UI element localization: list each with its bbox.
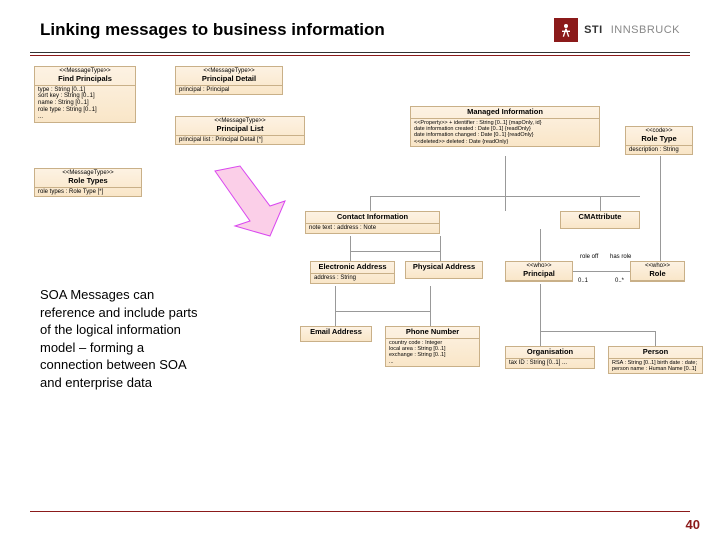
box-organisation: Organisation tax ID : String [0..1] ... — [505, 346, 595, 369]
label-role-off: role off — [580, 254, 598, 260]
logo-icon — [554, 18, 578, 42]
box-electronic-address: Electronic Address address : String — [310, 261, 395, 284]
logo: STI INNSBRUCK — [554, 18, 680, 42]
logo-text: STI — [584, 24, 603, 36]
box-managed-information: Managed Information <<Property>> + ident… — [410, 106, 600, 147]
page-title: Linking messages to business information — [40, 20, 385, 40]
box-role: <<who>>Role — [630, 261, 685, 282]
box-physical-address: Physical Address — [405, 261, 483, 279]
box-role-types: <<MessageType>>Role Types role types : R… — [34, 168, 142, 197]
diagram-canvas: <<MessageType>>Find Principals type : St… — [0, 56, 720, 486]
logo-subtext: INNSBRUCK — [611, 24, 680, 36]
box-phone-number: Phone Number country code : Integer loca… — [385, 326, 480, 367]
box-contact-information: Contact Information note text : address … — [305, 211, 440, 234]
box-cm-attribute: CMAttribute — [560, 211, 640, 229]
box-principal-detail: <<MessageType>>Principal Detail principa… — [175, 66, 283, 95]
box-person: Person RSA : String [0..1] birth date : … — [608, 346, 703, 374]
page-number: 40 — [686, 517, 700, 532]
label-has-role: has role — [610, 254, 631, 260]
footer-divider — [30, 511, 690, 512]
box-role-type: <<code>>Role Type description : String — [625, 126, 693, 155]
caption-text: SOA Messages can reference and include p… — [40, 286, 210, 391]
divider — [30, 52, 690, 53]
label-multiplicity-many: 0..* — [615, 278, 624, 284]
box-email-address: Email Address — [300, 326, 372, 342]
arrow-icon — [195, 161, 295, 241]
label-multiplicity: 0..1 — [578, 278, 588, 284]
box-principal-list: <<MessageType>>Principal List principal … — [175, 116, 305, 145]
box-find-principals: <<MessageType>>Find Principals type : St… — [34, 66, 136, 123]
box-principal: <<who>>Principal — [505, 261, 573, 282]
